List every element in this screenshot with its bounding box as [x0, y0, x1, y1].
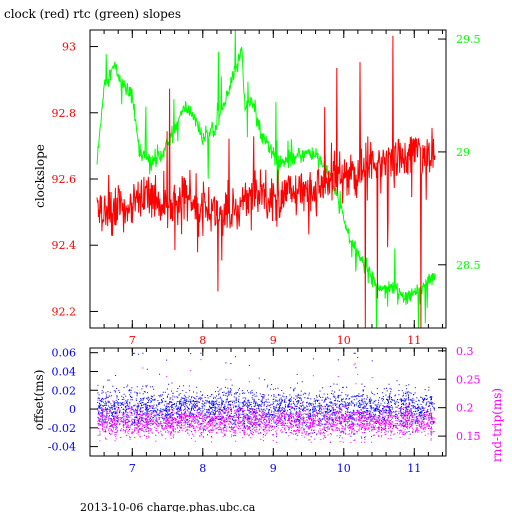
slopes-x-tick-label: 11	[407, 334, 421, 347]
slopes-left-tick-label: 92.6	[52, 173, 77, 186]
offset-x-tick-label: 11	[407, 462, 421, 475]
offset-right-tick-label: 0.25	[456, 373, 481, 386]
offset-left-tick-label: 0.04	[52, 365, 77, 378]
offset-x-tick-label: 9	[270, 462, 277, 475]
offset-left-axis-label: offset(ms)	[32, 370, 46, 431]
offset-x-tick-label: 7	[129, 462, 136, 475]
offset-left-tick-label: -0.04	[48, 441, 76, 454]
series-line-clock	[96, 35, 436, 329]
slopes-chart: 7 8 9 10 11 92.2 92.4 92.6 92.8 93 28.5 29 29.5 cloc…	[33, 29, 481, 347]
slopes-x-tick-label: 7	[129, 334, 136, 347]
slopes-right-tick-label: 28.5	[456, 259, 481, 272]
offset-right-tick-label: 0.2	[456, 402, 474, 415]
offset-right-tick-label: 0.15	[456, 430, 481, 443]
slopes-left-tick-label: 92.4	[52, 239, 77, 252]
slopes-left-tick-label: 92.8	[52, 107, 77, 120]
slopes-x-tick-label: 8	[199, 334, 206, 347]
offset-x-tick-label: 8	[199, 462, 206, 475]
offset-x-tick-label: 10	[337, 462, 351, 475]
slopes-left-axis-label: clockslope	[33, 144, 47, 208]
slopes-x-tick-label: 10	[337, 334, 351, 347]
offset-right-tick-label: 0.3	[456, 345, 474, 358]
offset-chart: 7 8 9 10 11 -0.04 -0.02 0 0.02 0.04 0.06 0.15 0.2 0.2…	[32, 345, 504, 475]
scatter-points-rnd-trip	[97, 359, 435, 443]
slopes-right-tick-label: 29	[456, 146, 470, 159]
offset-left-tick-label: -0.02	[48, 422, 76, 435]
series-line-rtc	[96, 29, 436, 329]
slopes-ticks-group: 7 8 9 10 11 92.2 92.4 92.6 92.8 93 28.5 29 29.5	[52, 30, 481, 347]
offset-series-group	[97, 352, 435, 443]
slopes-x-tick-label: 9	[270, 334, 277, 347]
slopes-series-group	[96, 29, 436, 329]
footer-text: 2013-10-06 charge.phas.ubc.ca	[80, 501, 256, 512]
offset-left-tick-label: 0.06	[52, 347, 77, 360]
series-points-rnd-trip	[97, 359, 435, 443]
offset-right-axis-label: rnd-trip(ms)	[490, 388, 504, 462]
chart-title: clock (red) rtc (green) slopes	[4, 7, 181, 21]
slopes-left-tick-label: 92.2	[52, 305, 77, 318]
offset-ticks-group: 7 8 9 10 11 -0.04 -0.02 0 0.02 0.04 0.06 0.15 0.2 0.2…	[48, 345, 481, 475]
offset-plot-frame	[89, 347, 447, 457]
offset-left-tick-label: 0.02	[52, 384, 77, 397]
slopes-left-tick-label: 93	[62, 41, 76, 54]
offset-left-tick-label: 0	[69, 403, 76, 416]
slopes-right-tick-label: 29.5	[456, 33, 481, 46]
